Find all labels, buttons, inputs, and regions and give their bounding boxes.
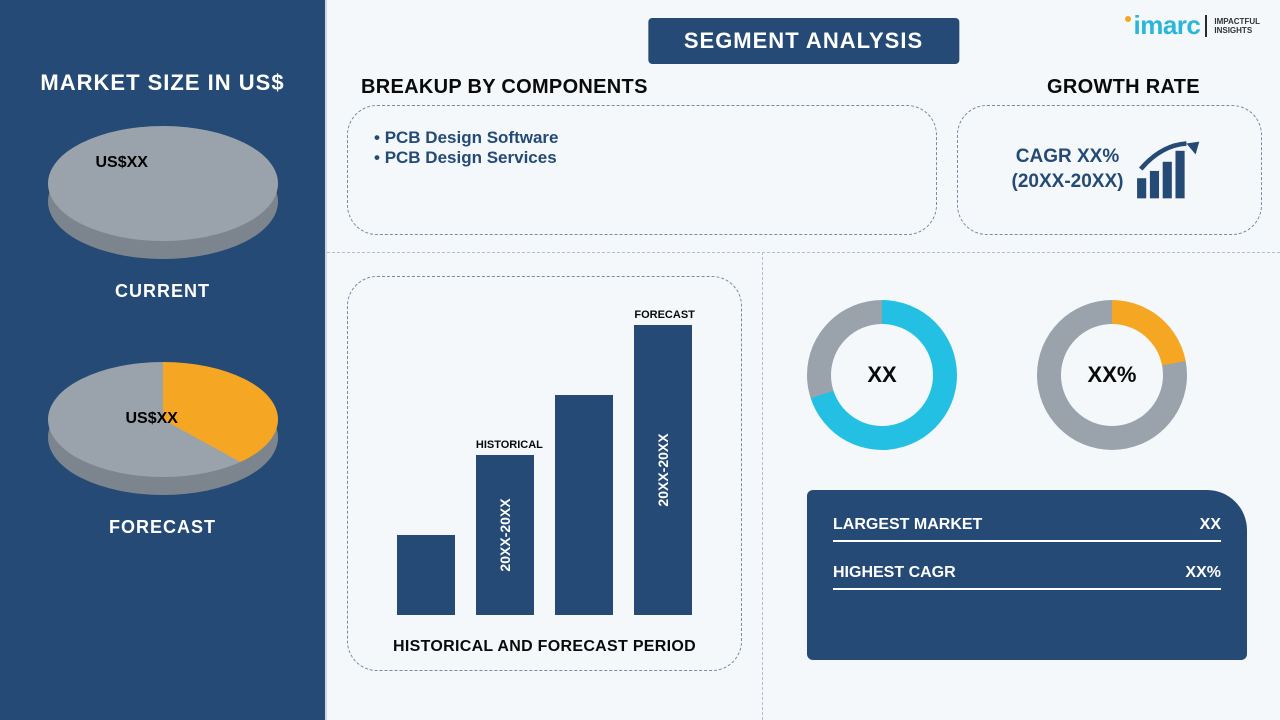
bar — [397, 535, 455, 615]
growth-chart-icon — [1133, 138, 1207, 202]
donut-cagr: XX% — [1037, 300, 1187, 450]
bar-cap: FORECAST — [634, 309, 692, 321]
left-panel: MARKET SIZE IN US$ US$XX CURRENT US$XX F… — [0, 0, 325, 720]
bar-cap: HISTORICAL — [476, 439, 534, 451]
logo-brand: imarc — [1133, 10, 1200, 41]
growth-heading: GROWTH RATE — [1047, 76, 1200, 99]
pie-forecast: US$XX FORECAST — [48, 362, 278, 538]
donut-row: XX XX% — [807, 300, 1187, 450]
bar-chart: HISTORICAL20XX-20XXFORECAST20XX-20XX — [393, 307, 696, 615]
components-list: PCB Design SoftwarePCB Design Services — [374, 128, 910, 168]
market-size-title: MARKET SIZE IN US$ — [40, 70, 284, 96]
bar-vlabel: 20XX-20XX — [497, 498, 513, 571]
bar: FORECAST20XX-20XX — [634, 325, 692, 615]
bar: HISTORICAL20XX-20XX — [476, 455, 534, 615]
right-area: imarc IMPACTFULINSIGHTS SEGMENT ANALYSIS… — [325, 0, 1280, 720]
logo-tagline: IMPACTFULINSIGHTS — [1214, 17, 1260, 35]
info-divider — [833, 540, 1221, 542]
pie-current: US$XX CURRENT — [48, 126, 278, 302]
growth-box: CAGR XX%(20XX-20XX) — [957, 105, 1262, 235]
donut-cagr-value: XX% — [1061, 324, 1163, 426]
pie-forecast-label: US$XX — [126, 410, 178, 428]
logo-dot-icon — [1125, 16, 1131, 22]
pie-current-label: US$XX — [96, 154, 148, 172]
page-title: SEGMENT ANALYSIS — [648, 18, 959, 64]
pie-current-caption: CURRENT — [115, 281, 210, 302]
info-label-largest: LARGEST MARKET — [833, 516, 982, 534]
info-value-cagr: XX% — [1185, 564, 1221, 582]
hist-box: HISTORICAL20XX-20XXFORECAST20XX-20XX HIS… — [347, 276, 742, 671]
hist-caption: HISTORICAL AND FORECAST PERIOD — [348, 638, 741, 656]
components-box: PCB Design SoftwarePCB Design Services — [347, 105, 937, 235]
info-value-largest: XX — [1200, 516, 1221, 534]
info-panel: LARGEST MARKET XX HIGHEST CAGR XX% — [807, 490, 1247, 660]
donut-largest-value: XX — [831, 324, 933, 426]
component-item: PCB Design Software — [374, 128, 910, 148]
pie-forecast-caption: FORECAST — [109, 517, 216, 538]
donut-largest: XX — [807, 300, 957, 450]
logo-divider-icon — [1205, 15, 1207, 37]
info-label-cagr: HIGHEST CAGR — [833, 564, 956, 582]
h-divider — [327, 252, 1280, 253]
component-item: PCB Design Services — [374, 148, 910, 168]
bar — [555, 395, 613, 615]
info-divider — [833, 588, 1221, 590]
growth-text: CAGR XX%(20XX-20XX) — [1012, 145, 1124, 194]
bar-vlabel: 20XX-20XX — [655, 433, 671, 506]
logo: imarc IMPACTFULINSIGHTS — [1125, 10, 1260, 41]
info-row-cagr: HIGHEST CAGR XX% — [833, 564, 1221, 582]
components-heading: BREAKUP BY COMPONENTS — [361, 76, 648, 99]
info-row-largest: LARGEST MARKET XX — [833, 516, 1221, 534]
v-divider — [762, 252, 763, 720]
